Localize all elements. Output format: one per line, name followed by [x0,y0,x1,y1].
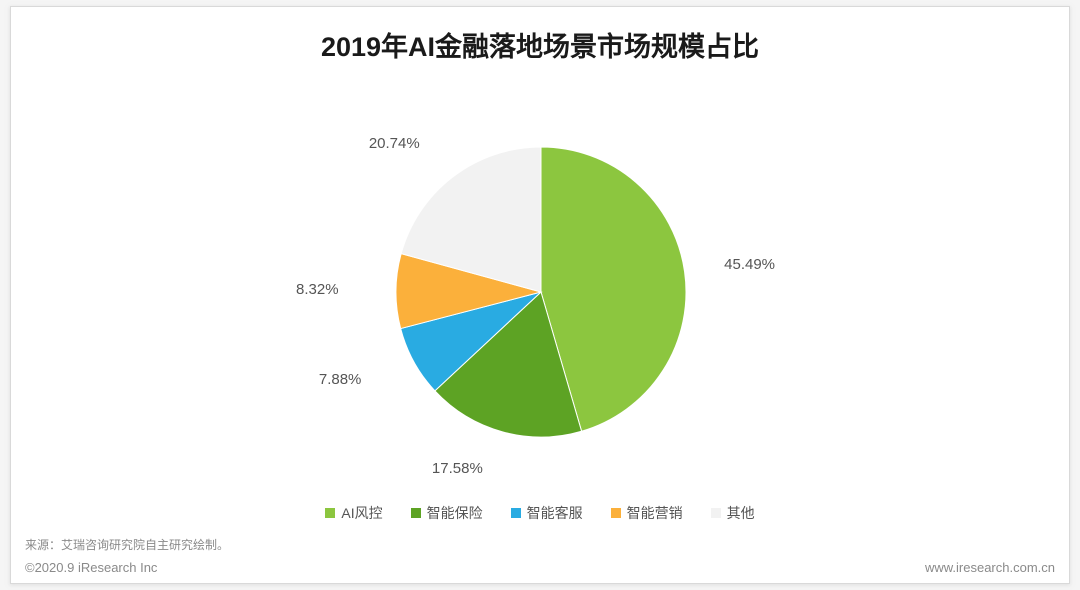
source-text: 来源：艾瑞咨询研究院自主研究绘制。 [25,536,229,553]
pie-chart: 45.49% 17.58% 7.88% 8.32% 20.74% [11,72,1071,492]
legend-item: AI风控 [325,503,382,523]
legend-label: 智能保险 [427,503,483,523]
legend-swatch [411,508,421,518]
slice-label: 45.49% [724,256,775,273]
legend-swatch [511,508,521,518]
legend: AI风控 智能保险 智能客服 智能营销 其他 [11,503,1069,523]
legend-item: 智能保险 [411,503,483,523]
legend-label: 其他 [727,503,755,523]
slice-label: 17.58% [432,460,483,477]
legend-swatch [611,508,621,518]
legend-item: 智能客服 [511,503,583,523]
legend-swatch [711,508,721,518]
site-text: www.iresearch.com.cn [925,560,1055,575]
pie-svg [11,72,1071,492]
slice-label: 7.88% [319,371,362,388]
legend-label: 智能客服 [527,503,583,523]
chart-card: 2019年AI金融落地场景市场规模占比 45.49% 17.58% 7.88% 8.3… [10,6,1070,584]
slice-label: 20.74% [369,135,420,152]
chart-title: 2019年AI金融落地场景市场规模占比 [11,25,1069,64]
legend-item: 其他 [711,503,755,523]
copyright-text: ©2020.9 iResearch Inc [25,560,157,575]
legend-label: 智能营销 [627,503,683,523]
legend-item: 智能营销 [611,503,683,523]
slice-label: 8.32% [296,281,339,298]
legend-label: AI风控 [341,503,382,523]
legend-swatch [325,508,335,518]
